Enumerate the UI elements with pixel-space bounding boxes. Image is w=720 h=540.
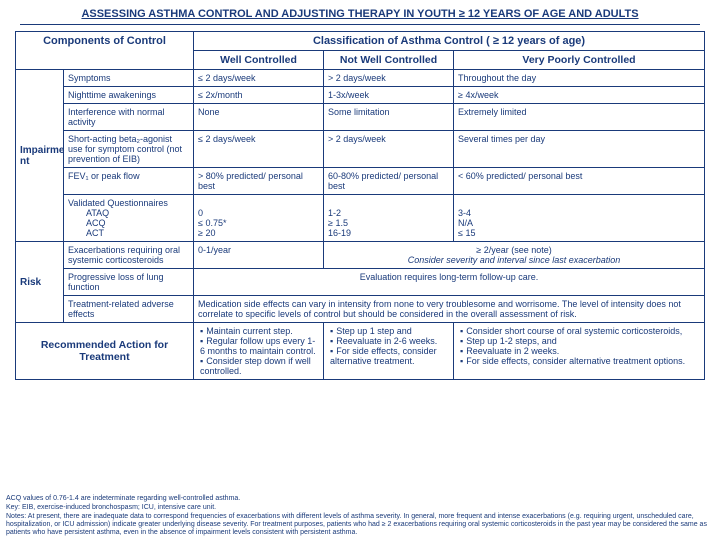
- tw-b3: Consider step down if well controlled.: [200, 356, 319, 376]
- quest-title: Validated Questionnaires: [68, 198, 168, 208]
- row-night-c2: 1-3x/week: [324, 87, 454, 104]
- row-quest-c3: 3-4 N/A ≤ 15: [454, 195, 705, 242]
- row-progressive-label: Progressive loss of lung function: [64, 269, 194, 296]
- row-fev-c1: > 80% predicted/ personal best: [194, 168, 324, 195]
- row-saba-c1: ≤ 2 days/week: [194, 131, 324, 168]
- header-classification: Classification of Asthma Control ( ≥ 12 …: [194, 32, 705, 51]
- header-verypoor: Very Poorly Controlled: [454, 51, 705, 70]
- row-symptoms-c3: Throughout the day: [454, 70, 705, 87]
- treat-verypoor: Consider short course of oral systemic c…: [454, 323, 705, 380]
- q-c2c: 16-19: [328, 228, 449, 238]
- row-quest-label: Validated Questionnaires ATAQ ACQ ACT: [64, 195, 194, 242]
- row-symptoms-label: Symptoms: [64, 70, 194, 87]
- q-c1c: ≥ 20: [198, 228, 319, 238]
- row-symptoms-c1: ≤ 2 days/week: [194, 70, 324, 87]
- row-saba-label: Short-acting beta₂-agonist use for sympt…: [64, 131, 194, 168]
- row-interference-c1: None: [194, 104, 324, 131]
- q-c1a: 0: [198, 208, 319, 218]
- row-quest-c1: 0 ≤ 0.75* ≥ 20: [194, 195, 324, 242]
- row-symptoms-c2: > 2 days/week: [324, 70, 454, 87]
- tvp-b4: For side effects, consider alternative t…: [460, 356, 700, 366]
- tnw-b3: For side effects, consider alternative t…: [330, 346, 449, 366]
- row-fev-c2: 60-80% predicted/ personal best: [324, 168, 454, 195]
- q-c3c: ≤ 15: [458, 228, 700, 238]
- header-well: Well Controlled: [194, 51, 324, 70]
- tnw-b1: Step up 1 step and: [330, 326, 449, 336]
- quest-acq: ACQ: [68, 218, 189, 228]
- q-c3a: 3-4: [458, 208, 700, 218]
- q-c2a: 1-2: [328, 208, 449, 218]
- row-night-c1: ≤ 2x/month: [194, 87, 324, 104]
- quest-ataq: ATAQ: [68, 208, 189, 218]
- row-interference-c2: Some limitation: [324, 104, 454, 131]
- tnw-b2: Reevaluate in 2-6 weeks.: [330, 336, 449, 346]
- cat-risk: Risk: [16, 242, 64, 323]
- row-progressive-note: Evaluation requires long-term follow-up …: [194, 269, 705, 296]
- row-exac-c1: 0-1/year: [194, 242, 324, 269]
- tw-b2: Regular follow ups every 1-6 months to m…: [200, 336, 319, 356]
- row-fev-label: FEV₁ or peak flow: [64, 168, 194, 195]
- row-exac-note: ≥ 2/year (see note) Consider severity an…: [324, 242, 705, 269]
- tvp-b2: Step up 1-2 steps, and: [460, 336, 700, 346]
- row-night-c3: ≥ 4x/week: [454, 87, 705, 104]
- footnote-1: ACQ values of 0.76-1.4 are indeterminate…: [6, 495, 714, 503]
- treat-well: Maintain current step. Regular follow up…: [194, 323, 324, 380]
- q-c3b: N/A: [458, 218, 700, 228]
- cat-impairment: Impairme nt: [16, 70, 64, 242]
- tw-b1: Maintain current step.: [200, 326, 319, 336]
- row-interference-label: Interference with normal activity: [64, 104, 194, 131]
- row-fev-c3: < 60% predicted/ personal best: [454, 168, 705, 195]
- row-interference-c3: Extremely limited: [454, 104, 705, 131]
- row-quest-c2: 1-2 ≥ 1.5 16-19: [324, 195, 454, 242]
- row-saba-c3: Several times per day: [454, 131, 705, 168]
- footnote-3: Notes: At present, there are inadequate …: [6, 513, 714, 537]
- control-table: Components of Control Classification of …: [15, 31, 705, 380]
- footnotes: ACQ values of 0.76-1.4 are indeterminate…: [6, 495, 714, 538]
- title-underline: [20, 24, 700, 25]
- recommended-header: Recommended Action for Treatment: [16, 323, 194, 380]
- row-saba-c2: > 2 days/week: [324, 131, 454, 168]
- footnote-2: Key: EIB, exercise-induced bronchospasm;…: [6, 504, 714, 512]
- row-night-label: Nighttime awakenings: [64, 87, 194, 104]
- quest-act: ACT: [68, 228, 189, 238]
- q-c2b: ≥ 1.5: [328, 218, 449, 228]
- header-notwell: Not Well Controlled: [324, 51, 454, 70]
- page-title: ASSESSING ASTHMA CONTROL AND ADJUSTING T…: [0, 0, 720, 24]
- row-adverse-note: Medication side effects can vary in inte…: [194, 296, 705, 323]
- q-c1b: ≤ 0.75*: [198, 218, 319, 228]
- row-adverse-label: Treatment-related adverse effects: [64, 296, 194, 323]
- exac-extra: ≥ 2/year (see note): [328, 245, 700, 255]
- tvp-b1: Consider short course of oral systemic c…: [460, 326, 700, 336]
- exac-note-text: Consider severity and interval since las…: [328, 255, 700, 265]
- tvp-b3: Reevaluate in 2 weeks.: [460, 346, 700, 356]
- treat-notwell: Step up 1 step and Reevaluate in 2-6 wee…: [324, 323, 454, 380]
- row-exac-label: Exacerbations requiring oral systemic co…: [64, 242, 194, 269]
- header-components: Components of Control: [16, 32, 194, 70]
